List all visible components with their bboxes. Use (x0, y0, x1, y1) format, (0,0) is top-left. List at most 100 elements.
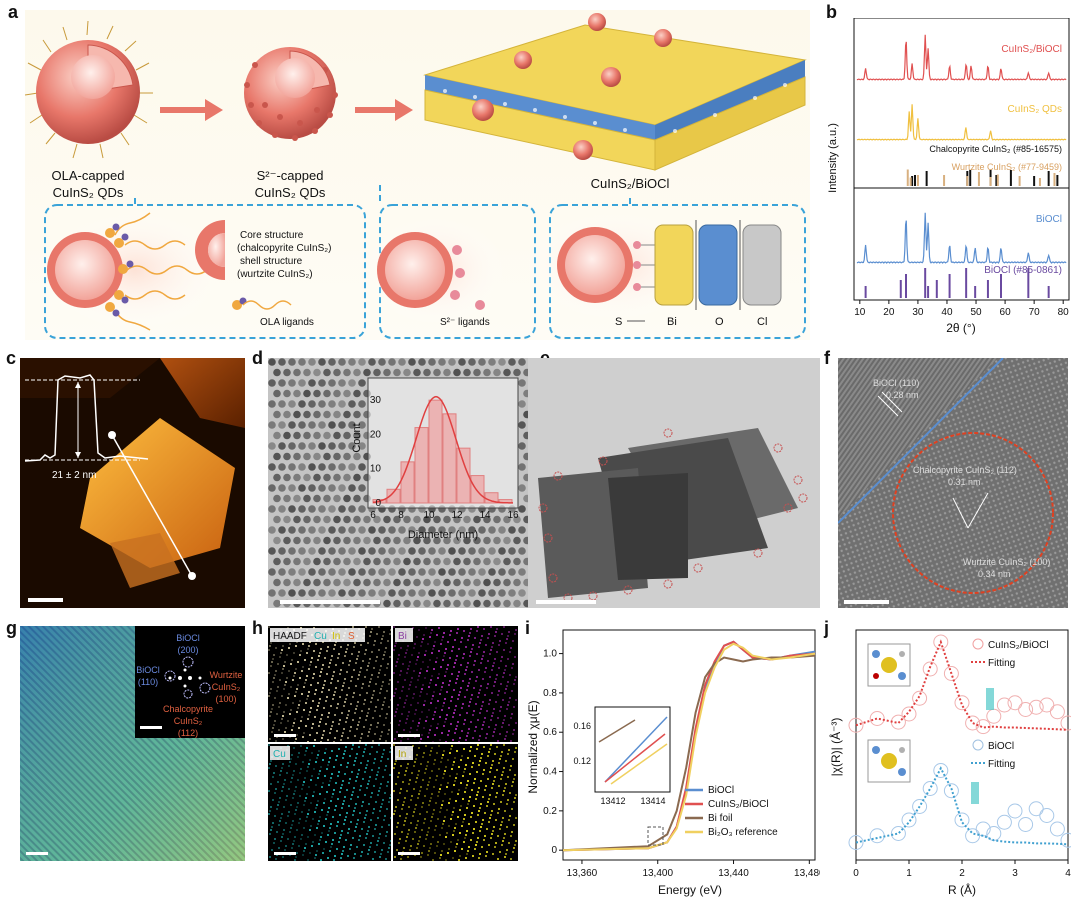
xanes-ytick-label: 0 (551, 845, 557, 856)
xrd-xtick-label: 70 (1029, 307, 1041, 318)
xrd-label-composite: CuInS₂/BiOCl (1001, 44, 1062, 55)
atom-label-o: O (715, 316, 724, 328)
xrd-xtick-label: 50 (970, 307, 982, 318)
exafs-data-marker (933, 763, 949, 778)
panel-label-a: a (8, 2, 19, 22)
hist-ytick-label: 0 (375, 498, 381, 509)
xrd-xlabel: 2θ (°) (946, 321, 975, 335)
exafs-data-marker (1007, 803, 1023, 819)
hrtem-label-chalco: Chalcopyrite CuInS₂ (112) (913, 465, 1017, 475)
panel-label-f: f (824, 348, 830, 368)
exafs-data-marker (1039, 808, 1055, 823)
exafs-data-marker (922, 661, 938, 677)
s-ligands-label: S²⁻ ligands (440, 317, 490, 328)
exafs-data-marker (1049, 704, 1065, 720)
xanes-legend-label: Bi₂O₃ reference (708, 827, 778, 838)
hist-bar (442, 413, 457, 504)
arrow-icon (160, 99, 223, 121)
exafs-data-marker (901, 706, 917, 722)
exafs-data-marker (943, 666, 959, 681)
hist-bar (428, 399, 443, 504)
panel-label-d: d (252, 348, 263, 368)
inset-series-line (610, 743, 668, 785)
inset-ytick-1: 0.12 (573, 756, 591, 766)
panel-i-xanes-chart: 13,360 13,400 13,440 13,480 0 0.2 0.4 0.6 0.8 1.0… (526, 629, 820, 897)
exafs-data-marker (1028, 801, 1044, 817)
hist-xtick-label: 8 (398, 510, 404, 521)
scale-bar (844, 600, 889, 604)
fft-label-wurtzite-a: Wurtzite (210, 670, 243, 680)
xanes-ylabel: Normalized χμ(E) (526, 700, 540, 793)
exafs-xlabel: R (Å) (948, 882, 976, 897)
exafs-data-marker (965, 828, 981, 844)
scale-bar (140, 726, 162, 729)
core-structure-line3: shell structure (240, 256, 303, 267)
exafs-legend-biocl: BiOCl (988, 741, 1014, 752)
exafs-data-marker (996, 814, 1012, 830)
exafs-data-marker (848, 835, 864, 850)
xrd-series-line (856, 212, 1067, 264)
hist-bar (400, 461, 415, 504)
eds-label-s: S (348, 631, 355, 642)
inset-ytick-0: 0.16 (573, 721, 591, 731)
exafs-data-marker (922, 781, 938, 796)
exafs-data-marker (1060, 715, 1071, 731)
exafs-xtick-label: 2 (959, 868, 965, 879)
panel-f-hrtem-image: BiOCl (110) 0.28 nm Chalcopyrite CuInS₂ … (838, 358, 1068, 608)
eds-label-in-map: In (398, 749, 406, 760)
hrtem-label-wurtzite-d: 0.34 nm (978, 569, 1011, 579)
fft-label-biocl200-b: (200) (177, 645, 198, 655)
s-capped-qd (244, 47, 338, 141)
biocl-slab (423, 13, 807, 171)
xrd-xtick-label: 60 (1000, 307, 1012, 318)
fft-label-wurtzite-c: (100) (215, 694, 236, 704)
scale-bar (536, 600, 596, 604)
xrd-xtick-label: 30 (912, 307, 924, 318)
exafs-data-marker (912, 799, 928, 814)
afm-height-label: 21 ± 2 nm (52, 470, 96, 481)
exafs-xtick-label: 1 (906, 868, 912, 879)
ola-ligands-label: OLA ligands (260, 317, 314, 328)
scale-bar (280, 600, 380, 604)
panel-e-tem-image (528, 358, 820, 608)
exafs-data-marker (1007, 695, 1023, 711)
xanes-ytick-label: 0.4 (543, 767, 557, 778)
eds-label-cu: Cu (314, 631, 327, 642)
eds-label-in: In (332, 631, 340, 642)
atom-label-s: S (615, 316, 622, 328)
scale-bar (398, 852, 420, 855)
exafs-data-marker (1049, 821, 1065, 837)
exafs-data-marker (869, 711, 885, 726)
exafs-data-marker (986, 708, 1002, 724)
atom-label-cl: Cl (757, 316, 767, 328)
fft-label-chalco-c: (112) (178, 728, 198, 738)
inset-series-line (604, 733, 666, 783)
composite-title: CuInS₂/BiOCl (591, 176, 670, 191)
panel-a-schematic: OLA-capped CuInS₂ QDs S²⁻-capped CuInS₂ … (24, 10, 810, 340)
atom-label-bi: Bi (667, 316, 677, 328)
xrd-label-qds: CuInS₂ QDs (1008, 104, 1062, 115)
xrd-series-line (856, 104, 1067, 141)
exafs-data-marker (975, 719, 991, 735)
s-qd-title-line2: CuInS₂ QDs (255, 185, 326, 200)
hist-bar (456, 447, 471, 504)
xrd-ylabel: Intensity (a.u.) (827, 123, 839, 193)
panel-g-filtered-image: BiOCl (200) BiOCl (110) Wurtzite CuInS₂ … (20, 626, 245, 861)
exafs-data-marker (1018, 817, 1034, 832)
exafs-data-marker (943, 783, 959, 799)
xanes-legend-label: Bi foil (708, 813, 732, 824)
exafs-xtick-label: 3 (1012, 868, 1018, 879)
hist-ylabel: Count (351, 423, 363, 452)
panel-label-i: i (525, 618, 531, 638)
exafs-data-marker (954, 812, 970, 828)
xanes-xlabel: Energy (eV) (658, 883, 722, 897)
atom-columns (654, 220, 782, 310)
scale-bar (28, 598, 63, 602)
xanes-xtick-label: 13,440 (718, 868, 749, 879)
fft-label-chalco-a: Chalcopyrite (163, 704, 213, 714)
scale-bar (26, 852, 48, 855)
xrd-label-wurtzite: Wurtzite CuInS₂ (#77-9459) (952, 162, 1062, 172)
ola-capped-qd (24, 20, 153, 159)
xrd-label-biocl: BiOCl (1036, 214, 1062, 225)
exafs-data-marker (933, 634, 949, 650)
